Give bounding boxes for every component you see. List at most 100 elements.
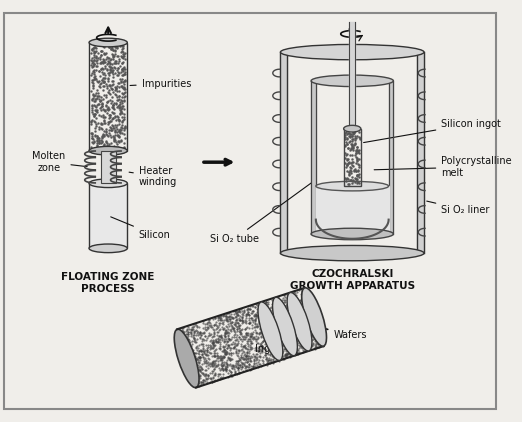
Point	[256, 329, 264, 336]
Point	[262, 355, 270, 362]
Point	[289, 291, 297, 298]
Point	[280, 351, 289, 358]
Point	[229, 349, 237, 356]
Point	[263, 300, 271, 307]
Point	[305, 319, 313, 326]
Point	[104, 55, 113, 62]
Point	[116, 128, 124, 135]
Point	[91, 111, 100, 118]
Point	[192, 338, 200, 345]
Point	[272, 297, 281, 304]
Point	[352, 159, 360, 166]
Point	[259, 315, 268, 322]
Point	[226, 320, 234, 327]
Point	[217, 314, 225, 321]
Point	[350, 142, 358, 149]
Point	[113, 126, 121, 133]
Point	[340, 159, 349, 166]
Point	[294, 337, 303, 344]
Point	[221, 350, 230, 357]
Point	[282, 351, 290, 357]
Point	[88, 46, 96, 53]
Point	[91, 132, 99, 139]
Point	[241, 341, 250, 348]
Point	[247, 340, 256, 346]
Point	[257, 333, 265, 340]
Point	[255, 319, 263, 326]
Point	[232, 362, 241, 369]
Ellipse shape	[89, 38, 127, 47]
Point	[270, 327, 278, 334]
Point	[90, 138, 98, 144]
Point	[289, 307, 298, 314]
Point	[98, 77, 106, 84]
Point	[224, 338, 232, 344]
Point	[239, 319, 247, 326]
Point	[267, 303, 275, 310]
Point	[90, 52, 98, 59]
Point	[261, 330, 269, 337]
Point	[267, 341, 276, 348]
Text: Wafers: Wafers	[314, 325, 367, 340]
Point	[191, 356, 199, 362]
Point	[236, 354, 245, 361]
Point	[104, 132, 113, 139]
Point	[314, 344, 322, 350]
Point	[250, 364, 258, 371]
Point	[299, 287, 307, 294]
Text: CZOCHRALSKI
GROWTH APPARATUS: CZOCHRALSKI GROWTH APPARATUS	[290, 269, 415, 291]
Point	[99, 56, 108, 62]
Point	[121, 124, 129, 130]
Point	[93, 57, 101, 63]
Point	[88, 63, 96, 70]
Point	[347, 160, 355, 166]
Point	[291, 315, 299, 322]
Point	[224, 326, 233, 333]
Point	[215, 371, 223, 377]
Point	[260, 332, 269, 338]
Point	[289, 314, 298, 321]
Point	[302, 315, 310, 322]
Point	[218, 348, 226, 355]
Point	[220, 330, 229, 337]
Point	[105, 82, 114, 89]
Point	[106, 64, 114, 71]
Point	[314, 341, 323, 347]
Point	[354, 129, 363, 135]
Point	[93, 142, 101, 149]
Point	[97, 103, 105, 110]
Point	[108, 116, 116, 122]
Point	[90, 66, 99, 73]
Point	[207, 360, 216, 367]
Point	[90, 60, 99, 67]
Point	[89, 83, 98, 89]
Point	[196, 372, 204, 379]
Point	[248, 334, 256, 341]
Point	[242, 366, 251, 373]
Point	[93, 107, 101, 114]
Point	[255, 317, 264, 324]
Point	[224, 351, 233, 357]
Point	[289, 329, 298, 335]
Point	[120, 64, 128, 70]
Point	[280, 306, 289, 312]
Point	[351, 137, 359, 144]
Point	[191, 353, 199, 360]
Point	[206, 362, 214, 369]
Point	[303, 310, 312, 316]
Point	[230, 341, 239, 348]
Point	[352, 155, 361, 162]
Point	[109, 123, 117, 130]
Point	[291, 330, 299, 337]
Point	[213, 362, 221, 369]
Point	[222, 349, 230, 355]
Point	[267, 338, 276, 344]
Point	[120, 114, 128, 120]
Point	[264, 334, 272, 341]
Point	[307, 313, 315, 319]
Point	[209, 371, 218, 378]
Point	[222, 365, 231, 372]
Point	[290, 305, 299, 312]
Point	[108, 50, 116, 57]
Point	[91, 73, 100, 79]
